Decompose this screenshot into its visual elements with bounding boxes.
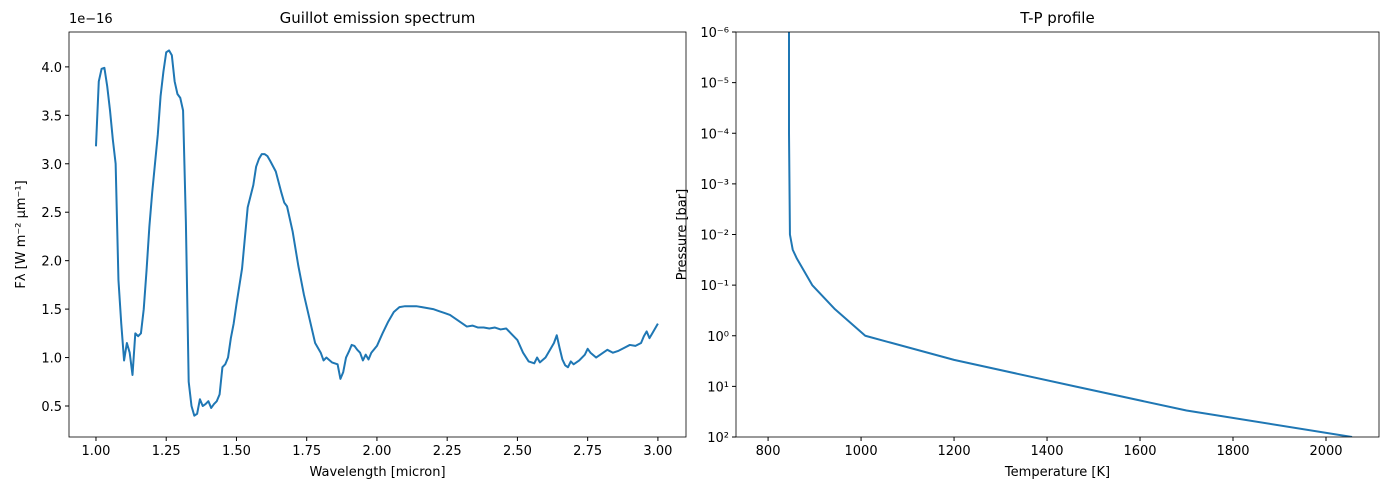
- x-axis-label: Temperature [K]: [1004, 465, 1110, 480]
- x-tick-label: 2.00: [362, 444, 391, 459]
- data-line: [788, 32, 1353, 437]
- x-tick-label: 1.50: [222, 444, 251, 459]
- x-tick-label: 1.25: [152, 444, 181, 459]
- chart-title: T-P profile: [1019, 9, 1094, 27]
- y-tick-label: 10⁻⁴: [700, 127, 729, 142]
- x-tick-label: 1.75: [292, 444, 321, 459]
- data-line: [94, 49, 659, 417]
- y-tick-label: 10⁻⁵: [700, 77, 729, 92]
- y-tick-label: 10⁻³: [700, 178, 729, 193]
- y-tick-label: 10⁰: [707, 330, 729, 345]
- x-tick-label: 3.00: [643, 444, 672, 459]
- y-tick-label: 2.0: [41, 255, 62, 270]
- plot-area: [94, 49, 659, 417]
- y-tick-label: 1.0: [41, 352, 62, 367]
- x-tick-label: 800: [756, 444, 781, 459]
- x-tick-label: 1.00: [81, 444, 110, 459]
- x-tick-label: 1600: [1123, 444, 1156, 459]
- offset-text: 1e−16: [69, 12, 113, 27]
- y-tick-label: 3.5: [41, 109, 62, 124]
- x-tick-label: 2.75: [573, 444, 602, 459]
- y-axis-label: Pressure [bar]: [675, 189, 690, 280]
- y-axis-label: Fλ [W m⁻² μm⁻¹]: [14, 180, 29, 288]
- x-tick-label: 1200: [938, 444, 971, 459]
- chart-title: Guillot emission spectrum: [280, 9, 476, 27]
- y-tick-label: 10¹: [707, 380, 729, 395]
- y-tick-label: 1.5: [41, 303, 62, 318]
- y-tick-label: 4.0: [41, 61, 62, 76]
- x-axis-label: Wavelength [micron]: [309, 465, 445, 480]
- x-tick-label: 1000: [845, 444, 878, 459]
- y-tick-label: 10⁻¹: [700, 279, 729, 294]
- y-tick-label: 0.5: [41, 400, 62, 415]
- x-tick-label: 1400: [1030, 444, 1063, 459]
- y-tick-label: 10⁻²: [700, 229, 729, 244]
- x-tick-label: 2000: [1309, 444, 1342, 459]
- y-tick-label: 3.0: [41, 158, 62, 173]
- y-tick-label: 2.5: [41, 206, 62, 221]
- axes-frame: [735, 31, 1380, 438]
- y-tick-label: 10²: [707, 431, 729, 446]
- x-tick-label: 2.50: [503, 444, 532, 459]
- x-tick-label: 1800: [1216, 444, 1249, 459]
- plot-area: [788, 32, 1353, 437]
- y-tick-label: 10⁻⁶: [700, 26, 729, 41]
- axes-frame: [68, 31, 687, 438]
- x-tick-label: 2.25: [433, 444, 462, 459]
